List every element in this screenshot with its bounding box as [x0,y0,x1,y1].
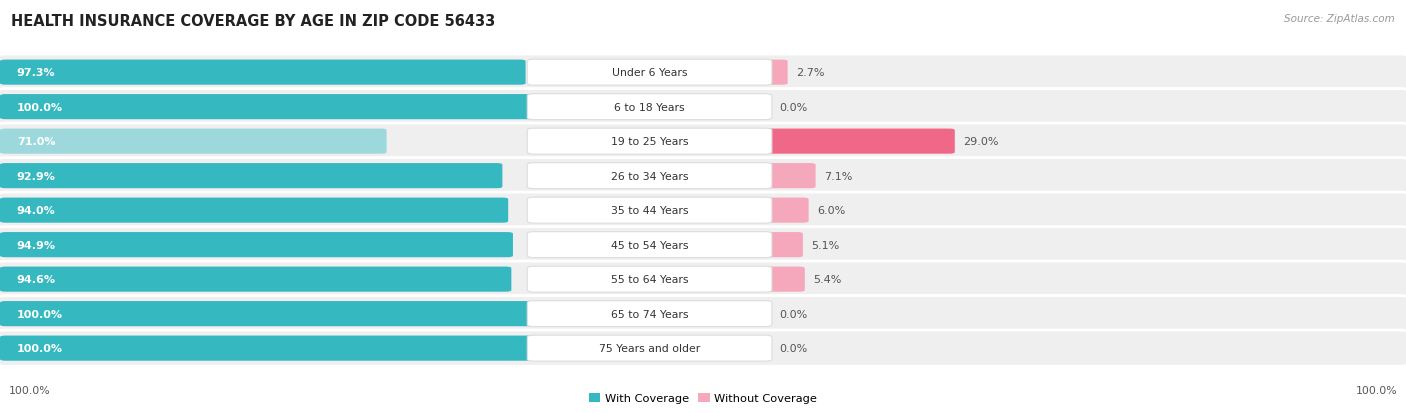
FancyBboxPatch shape [0,301,540,326]
FancyBboxPatch shape [759,233,803,258]
Text: 6 to 18 Years: 6 to 18 Years [614,102,685,112]
Text: 100.0%: 100.0% [17,343,63,353]
Text: 0.0%: 0.0% [779,343,807,353]
Text: 94.9%: 94.9% [17,240,56,250]
FancyBboxPatch shape [0,95,540,120]
Text: 55 to 64 Years: 55 to 64 Years [610,275,689,285]
FancyBboxPatch shape [0,267,512,292]
FancyBboxPatch shape [0,233,513,258]
FancyBboxPatch shape [527,335,772,361]
FancyBboxPatch shape [527,129,772,155]
FancyBboxPatch shape [759,198,808,223]
FancyBboxPatch shape [527,266,772,292]
Text: 5.1%: 5.1% [811,240,839,250]
Text: 26 to 34 Years: 26 to 34 Years [610,171,689,181]
FancyBboxPatch shape [0,129,387,154]
Text: HEALTH INSURANCE COVERAGE BY AGE IN ZIP CODE 56433: HEALTH INSURANCE COVERAGE BY AGE IN ZIP … [11,14,495,29]
FancyBboxPatch shape [527,301,772,327]
FancyBboxPatch shape [0,60,526,85]
FancyBboxPatch shape [759,129,955,154]
Legend: With Coverage, Without Coverage: With Coverage, Without Coverage [589,393,817,403]
Text: 6.0%: 6.0% [817,206,845,216]
Text: 0.0%: 0.0% [779,102,807,112]
Text: 100.0%: 100.0% [1355,385,1398,395]
Text: 94.0%: 94.0% [17,206,56,216]
Text: Under 6 Years: Under 6 Years [612,68,688,78]
FancyBboxPatch shape [759,60,787,85]
FancyBboxPatch shape [0,158,1406,194]
Text: 71.0%: 71.0% [17,137,55,147]
Text: 94.6%: 94.6% [17,275,56,285]
FancyBboxPatch shape [527,60,772,86]
FancyBboxPatch shape [0,336,540,361]
FancyBboxPatch shape [759,164,815,189]
Text: 35 to 44 Years: 35 to 44 Years [610,206,689,216]
FancyBboxPatch shape [527,232,772,258]
Text: 0.0%: 0.0% [779,309,807,319]
Text: 65 to 74 Years: 65 to 74 Years [610,309,689,319]
Text: 100.0%: 100.0% [17,102,63,112]
FancyBboxPatch shape [0,124,1406,160]
FancyBboxPatch shape [0,198,508,223]
FancyBboxPatch shape [0,227,1406,263]
FancyBboxPatch shape [0,164,502,189]
FancyBboxPatch shape [0,55,1406,91]
FancyBboxPatch shape [0,330,1406,366]
Text: 100.0%: 100.0% [17,309,63,319]
FancyBboxPatch shape [527,198,772,223]
Text: 45 to 54 Years: 45 to 54 Years [610,240,689,250]
FancyBboxPatch shape [527,163,772,189]
Text: 29.0%: 29.0% [963,137,998,147]
Text: 97.3%: 97.3% [17,68,55,78]
Text: 19 to 25 Years: 19 to 25 Years [610,137,689,147]
Text: 100.0%: 100.0% [8,385,51,395]
Text: 7.1%: 7.1% [824,171,852,181]
FancyBboxPatch shape [759,267,804,292]
Text: 92.9%: 92.9% [17,171,56,181]
Text: 5.4%: 5.4% [813,275,842,285]
FancyBboxPatch shape [0,89,1406,126]
FancyBboxPatch shape [0,261,1406,297]
Text: Source: ZipAtlas.com: Source: ZipAtlas.com [1284,14,1395,24]
Text: 2.7%: 2.7% [796,68,824,78]
FancyBboxPatch shape [527,95,772,120]
FancyBboxPatch shape [0,296,1406,332]
Text: 75 Years and older: 75 Years and older [599,343,700,353]
FancyBboxPatch shape [0,192,1406,229]
